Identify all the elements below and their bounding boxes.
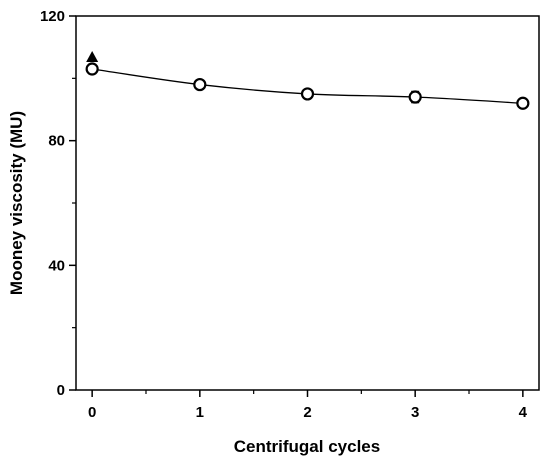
data-point-circle	[85, 62, 99, 76]
y-axis-title: Mooney viscosity (MU)	[7, 111, 26, 295]
data-point-circle	[408, 90, 422, 104]
data-point-triangle	[86, 51, 99, 63]
series-layer	[85, 51, 530, 110]
data-point-circle	[516, 96, 530, 110]
x-axis: 0 1 2 3 4	[88, 390, 528, 421]
y-tick-label: 0	[57, 382, 65, 399]
y-tick-label: 80	[48, 133, 65, 150]
x-tick-label: 3	[411, 404, 419, 421]
x-tick-label: 1	[196, 404, 204, 421]
y-tick-label: 120	[40, 8, 65, 25]
y-tick-label: 40	[48, 257, 65, 274]
data-point-circle	[193, 77, 207, 92]
data-point-circle	[300, 87, 315, 101]
plot-frame	[75, 15, 540, 391]
x-axis-title: Centrifugal cycles	[234, 437, 380, 456]
x-tick-label: 0	[88, 404, 96, 421]
x-tick-label: 4	[519, 404, 528, 421]
x-tick-label: 2	[303, 404, 311, 421]
y-axis: 0 40 80 120	[40, 8, 76, 399]
